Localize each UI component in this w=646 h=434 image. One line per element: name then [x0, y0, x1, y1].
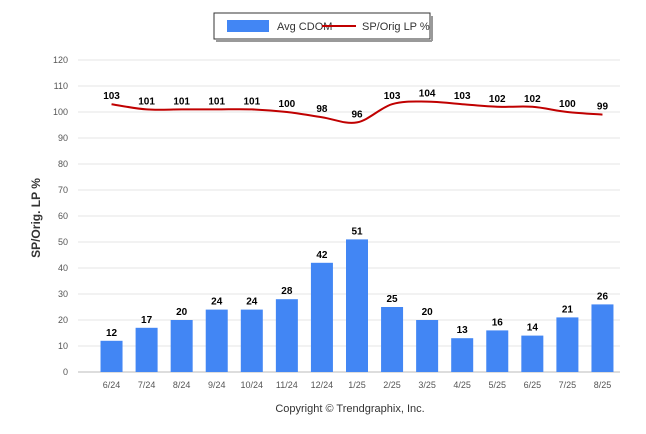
bar-series — [100, 239, 614, 372]
bar — [486, 330, 509, 372]
legend-bar-swatch — [227, 20, 269, 32]
bar — [275, 299, 298, 372]
y-tick-label: 110 — [54, 81, 68, 91]
x-tick-label: 3/25 — [418, 380, 436, 390]
line-data-label: 96 — [351, 109, 363, 120]
line-data-label: 102 — [489, 94, 506, 105]
legend-item-sp-orig-lp[interactable]: SP/Orig LP % — [362, 21, 430, 33]
y-axis-label: SP/Orig. LP % — [29, 178, 43, 258]
line-data-label: 103 — [103, 91, 120, 102]
line-data-label: 100 — [279, 99, 296, 110]
bar-data-label: 13 — [457, 325, 469, 336]
bar-data-label: 14 — [527, 323, 539, 334]
line-data-label: 98 — [316, 104, 328, 115]
bar-data-label: 25 — [387, 294, 399, 305]
line-data-label: 99 — [597, 102, 609, 113]
line-data-label: 100 — [559, 99, 576, 110]
bar-data-label: 28 — [281, 286, 293, 297]
bar — [451, 338, 474, 372]
y-tick-label: 100 — [53, 107, 68, 117]
y-tick-label: 10 — [58, 341, 68, 351]
bar — [310, 262, 333, 372]
bar — [416, 320, 439, 372]
line-data-label: 103 — [384, 91, 401, 102]
line-labels: 103 101 101 101 101 100 98 96 103 104 103 102 102 100… — [103, 89, 608, 121]
bar — [205, 309, 228, 372]
legend-item-avg-cdom[interactable]: Avg CDOM — [277, 21, 332, 33]
y-tick-label: 120 — [53, 55, 68, 65]
bar — [521, 335, 544, 372]
y-tick-label: 20 — [58, 315, 68, 325]
bar-data-label: 20 — [176, 307, 188, 318]
x-tick-label: 11/24 — [276, 380, 298, 390]
line-data-label: 101 — [243, 96, 260, 107]
y-tick-label: 0 — [63, 367, 68, 377]
bar — [100, 340, 123, 372]
bar — [135, 327, 158, 372]
y-tick-label: 80 — [58, 159, 68, 169]
y-tick-label: 50 — [58, 237, 68, 247]
series-line — [111, 100, 603, 124]
line-series — [111, 100, 603, 124]
y-tick-label: 30 — [58, 289, 68, 299]
x-tick-label: 5/25 — [489, 380, 507, 390]
y-tick-label: 90 — [58, 133, 68, 143]
bar — [346, 239, 368, 372]
y-axis: 0 10 20 30 40 50 60 70 80 90 100 110 120 — [53, 55, 68, 377]
x-tick-label: 12/24 — [311, 380, 334, 390]
bar — [240, 309, 263, 372]
x-axis: 6/24 7/24 8/24 9/24 10/24 11/24 12/24 1/25 2/25 3… — [103, 380, 611, 390]
x-tick-label: 2/25 — [383, 380, 401, 390]
line-data-label: 103 — [454, 91, 471, 102]
bar-data-label: 24 — [211, 297, 223, 308]
x-tick-label: 6/24 — [103, 380, 121, 390]
bar-data-label: 20 — [422, 307, 434, 318]
x-tick-label: 9/24 — [208, 380, 226, 390]
bar — [381, 307, 404, 372]
line-data-label: 104 — [419, 89, 436, 100]
bar — [556, 317, 579, 372]
x-tick-label: 7/24 — [138, 380, 156, 390]
bar-data-label: 42 — [316, 250, 328, 261]
bar-data-label: 24 — [246, 297, 258, 308]
bar — [170, 320, 193, 372]
bar-labels: 12 17 20 24 24 28 42 51 25 20 13 16 14 21 26 — [106, 226, 608, 338]
bar-data-label: 17 — [141, 315, 153, 326]
bar-data-label: 12 — [106, 328, 118, 339]
bar — [591, 304, 614, 372]
bar-data-label: 26 — [597, 291, 609, 302]
bar-data-label: 51 — [351, 226, 363, 237]
bar-data-label: 16 — [492, 317, 504, 328]
line-data-label: 101 — [173, 96, 190, 107]
x-tick-label: 8/24 — [173, 380, 191, 390]
legend[interactable]: Avg CDOM SP/Orig LP % — [213, 12, 433, 42]
y-tick-label: 60 — [58, 211, 68, 221]
x-tick-label: 4/25 — [453, 380, 471, 390]
copyright-text: Copyright © Trendgraphix, Inc. — [275, 403, 424, 415]
bar-data-label: 21 — [562, 304, 574, 315]
line-data-label: 102 — [524, 94, 541, 105]
line-data-label: 101 — [138, 96, 155, 107]
y-tick-label: 40 — [58, 263, 68, 273]
x-tick-label: 6/25 — [524, 380, 542, 390]
x-tick-label: 10/24 — [241, 380, 264, 390]
y-tick-label: 70 — [58, 185, 68, 195]
x-tick-label: 7/25 — [559, 380, 577, 390]
line-data-label: 101 — [208, 96, 225, 107]
x-tick-label: 1/25 — [348, 380, 366, 390]
x-tick-label: 8/25 — [594, 380, 612, 390]
